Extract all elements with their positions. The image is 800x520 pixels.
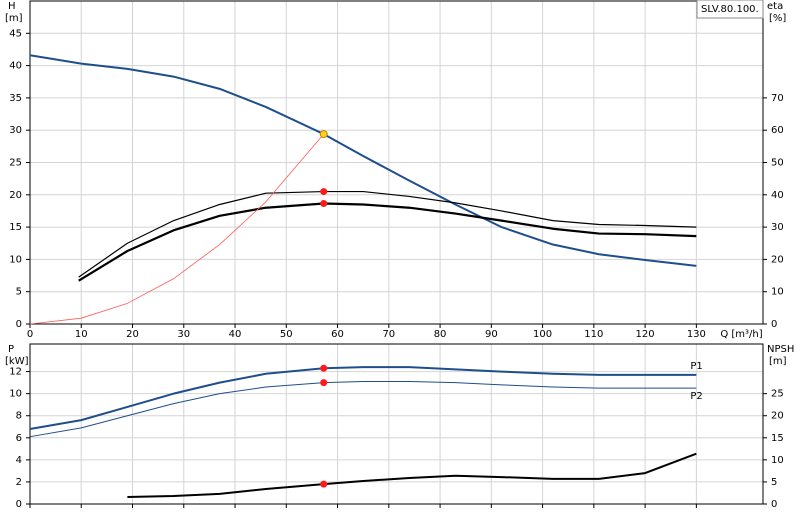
y2-tick-label: 40	[771, 190, 784, 201]
x-tick-label: 110	[584, 329, 603, 340]
y2-tick-label: 10	[771, 287, 784, 298]
x-tick-label: 10	[75, 329, 88, 340]
x-tick-label: 100	[533, 329, 552, 340]
y-tick-label: 10	[9, 254, 22, 265]
y-axis-label: P	[8, 344, 14, 355]
y-tick-label: 35	[9, 93, 22, 104]
y-tick-label: 45	[9, 28, 22, 39]
y-tick-label: 30	[9, 125, 22, 136]
y-tick-label: 2	[16, 477, 22, 488]
y-axis-unit: [m]	[5, 13, 23, 24]
curve	[29, 133, 325, 325]
x-tick-label: 50	[280, 329, 293, 340]
y2-tick-label: 20	[771, 254, 784, 265]
y-axis-unit: [kW]	[5, 356, 29, 367]
x-tick-label: 0	[27, 329, 33, 340]
y2-tick-label: 25	[771, 389, 784, 400]
operating-point	[319, 130, 328, 139]
x-axis-label: Q [m³/h]	[720, 329, 762, 340]
y-tick-label: 10	[9, 389, 22, 400]
y-tick-label: 15	[9, 222, 22, 233]
x-tick-label: 20	[126, 329, 139, 340]
curve	[78, 190, 697, 278]
x-tick-label: 60	[331, 329, 344, 340]
x-tick-label: 130	[687, 329, 706, 340]
y-tick-label: 4	[16, 455, 22, 466]
y2-axis-unit: [m]	[769, 356, 787, 367]
y-tick-label: 5	[16, 287, 22, 298]
y-tick-label: 0	[16, 499, 22, 510]
x-tick-label: 90	[485, 329, 498, 340]
y2-axis-label: NPSH	[767, 344, 794, 355]
x-tick-label: 80	[434, 329, 447, 340]
curve	[29, 366, 697, 430]
y-tick-label: 25	[9, 158, 22, 169]
y2-tick-label: 20	[771, 411, 784, 422]
y2-axis-unit: [%]	[769, 13, 786, 24]
plot-frame	[29, 0, 764, 325]
y-tick-label: 0	[16, 319, 22, 330]
curve-id-box	[696, 0, 764, 19]
operating-point	[320, 188, 328, 196]
y-tick-label: 6	[16, 433, 22, 444]
y-tick-label: 20	[9, 190, 22, 201]
y2-tick-label: 50	[771, 158, 784, 169]
y2-tick-label: 10	[771, 455, 784, 466]
operating-point	[320, 480, 328, 488]
y-tick-label: 12	[9, 367, 22, 378]
curve-label: P2	[690, 391, 702, 402]
curve	[29, 54, 697, 267]
y2-tick-label: 60	[771, 125, 784, 136]
curve	[29, 381, 697, 438]
x-tick-label: 30	[177, 329, 190, 340]
operating-point	[320, 364, 328, 372]
plot-frame	[29, 343, 764, 505]
y-tick-label: 8	[16, 411, 22, 422]
curve	[78, 202, 697, 282]
x-tick-label: 70	[382, 329, 395, 340]
plot-area	[30, 344, 763, 504]
y2-tick-label: 0	[771, 319, 777, 330]
x-tick-label: 40	[229, 329, 242, 340]
y-axis-label: H	[8, 1, 16, 12]
y-tick-label: 40	[9, 61, 22, 72]
y2-axis-label: eta	[767, 1, 783, 12]
y2-tick-label: 5	[771, 477, 777, 488]
curve-label: P1	[690, 361, 702, 372]
y2-tick-label: 0	[771, 499, 777, 510]
operating-point	[320, 200, 328, 208]
y2-tick-label: 70	[771, 93, 784, 104]
y2-tick-label: 15	[771, 433, 784, 444]
y2-tick-label: 30	[771, 222, 784, 233]
curve-id: SLV.80.100.	[701, 4, 759, 15]
curve	[127, 452, 697, 498]
operating-point	[320, 379, 328, 387]
x-tick-label: 120	[636, 329, 655, 340]
